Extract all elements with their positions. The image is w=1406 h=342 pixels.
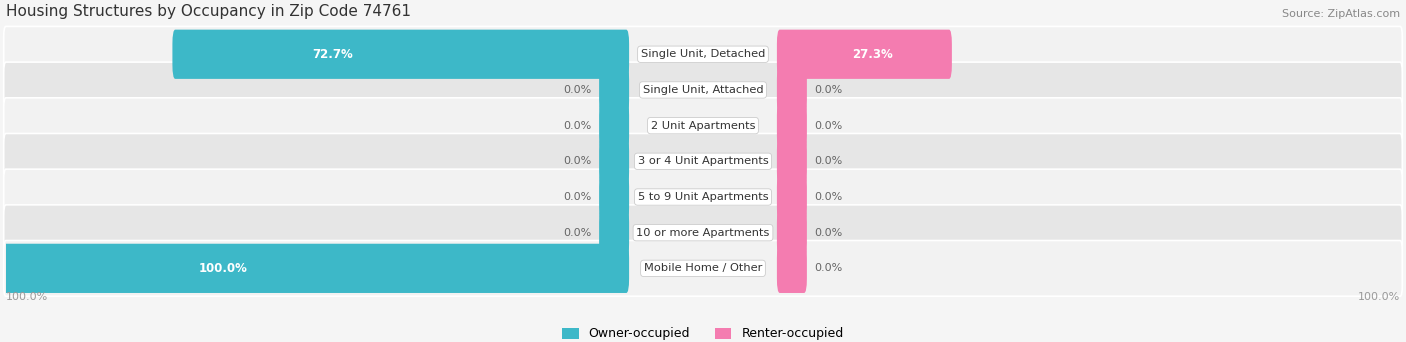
Text: 0.0%: 0.0% bbox=[814, 121, 842, 131]
FancyBboxPatch shape bbox=[778, 172, 807, 222]
FancyBboxPatch shape bbox=[4, 205, 1402, 261]
Text: 0.0%: 0.0% bbox=[564, 85, 592, 95]
Text: 100.0%: 100.0% bbox=[6, 292, 48, 302]
Text: 2 Unit Apartments: 2 Unit Apartments bbox=[651, 121, 755, 131]
FancyBboxPatch shape bbox=[599, 208, 628, 257]
FancyBboxPatch shape bbox=[4, 240, 1402, 296]
FancyBboxPatch shape bbox=[4, 98, 1402, 154]
FancyBboxPatch shape bbox=[4, 133, 1402, 189]
Text: 3 or 4 Unit Apartments: 3 or 4 Unit Apartments bbox=[638, 156, 768, 166]
Text: 5 to 9 Unit Apartments: 5 to 9 Unit Apartments bbox=[638, 192, 768, 202]
FancyBboxPatch shape bbox=[4, 26, 1402, 82]
Text: 0.0%: 0.0% bbox=[814, 228, 842, 238]
Text: 27.3%: 27.3% bbox=[852, 48, 893, 61]
Text: 0.0%: 0.0% bbox=[564, 192, 592, 202]
Text: 10 or more Apartments: 10 or more Apartments bbox=[637, 228, 769, 238]
FancyBboxPatch shape bbox=[599, 137, 628, 186]
Legend: Owner-occupied, Renter-occupied: Owner-occupied, Renter-occupied bbox=[562, 328, 844, 341]
Text: 0.0%: 0.0% bbox=[814, 192, 842, 202]
Text: 0.0%: 0.0% bbox=[814, 85, 842, 95]
FancyBboxPatch shape bbox=[599, 65, 628, 115]
FancyBboxPatch shape bbox=[4, 62, 1402, 118]
Text: 0.0%: 0.0% bbox=[564, 156, 592, 166]
Text: Housing Structures by Occupancy in Zip Code 74761: Housing Structures by Occupancy in Zip C… bbox=[6, 4, 411, 19]
FancyBboxPatch shape bbox=[778, 208, 807, 257]
FancyBboxPatch shape bbox=[778, 137, 807, 186]
Text: Single Unit, Attached: Single Unit, Attached bbox=[643, 85, 763, 95]
Text: 100.0%: 100.0% bbox=[1358, 292, 1400, 302]
Text: 0.0%: 0.0% bbox=[564, 228, 592, 238]
Text: Single Unit, Detached: Single Unit, Detached bbox=[641, 49, 765, 59]
Text: Mobile Home / Other: Mobile Home / Other bbox=[644, 263, 762, 273]
Text: 0.0%: 0.0% bbox=[814, 263, 842, 273]
Text: 0.0%: 0.0% bbox=[564, 121, 592, 131]
FancyBboxPatch shape bbox=[173, 30, 628, 79]
Text: 72.7%: 72.7% bbox=[312, 48, 353, 61]
FancyBboxPatch shape bbox=[599, 101, 628, 150]
Text: 0.0%: 0.0% bbox=[814, 156, 842, 166]
Text: 100.0%: 100.0% bbox=[198, 262, 247, 275]
FancyBboxPatch shape bbox=[778, 244, 807, 293]
Text: Source: ZipAtlas.com: Source: ZipAtlas.com bbox=[1282, 9, 1400, 19]
FancyBboxPatch shape bbox=[4, 169, 1402, 225]
FancyBboxPatch shape bbox=[599, 172, 628, 222]
FancyBboxPatch shape bbox=[3, 244, 628, 293]
FancyBboxPatch shape bbox=[778, 101, 807, 150]
FancyBboxPatch shape bbox=[778, 65, 807, 115]
FancyBboxPatch shape bbox=[778, 30, 952, 79]
